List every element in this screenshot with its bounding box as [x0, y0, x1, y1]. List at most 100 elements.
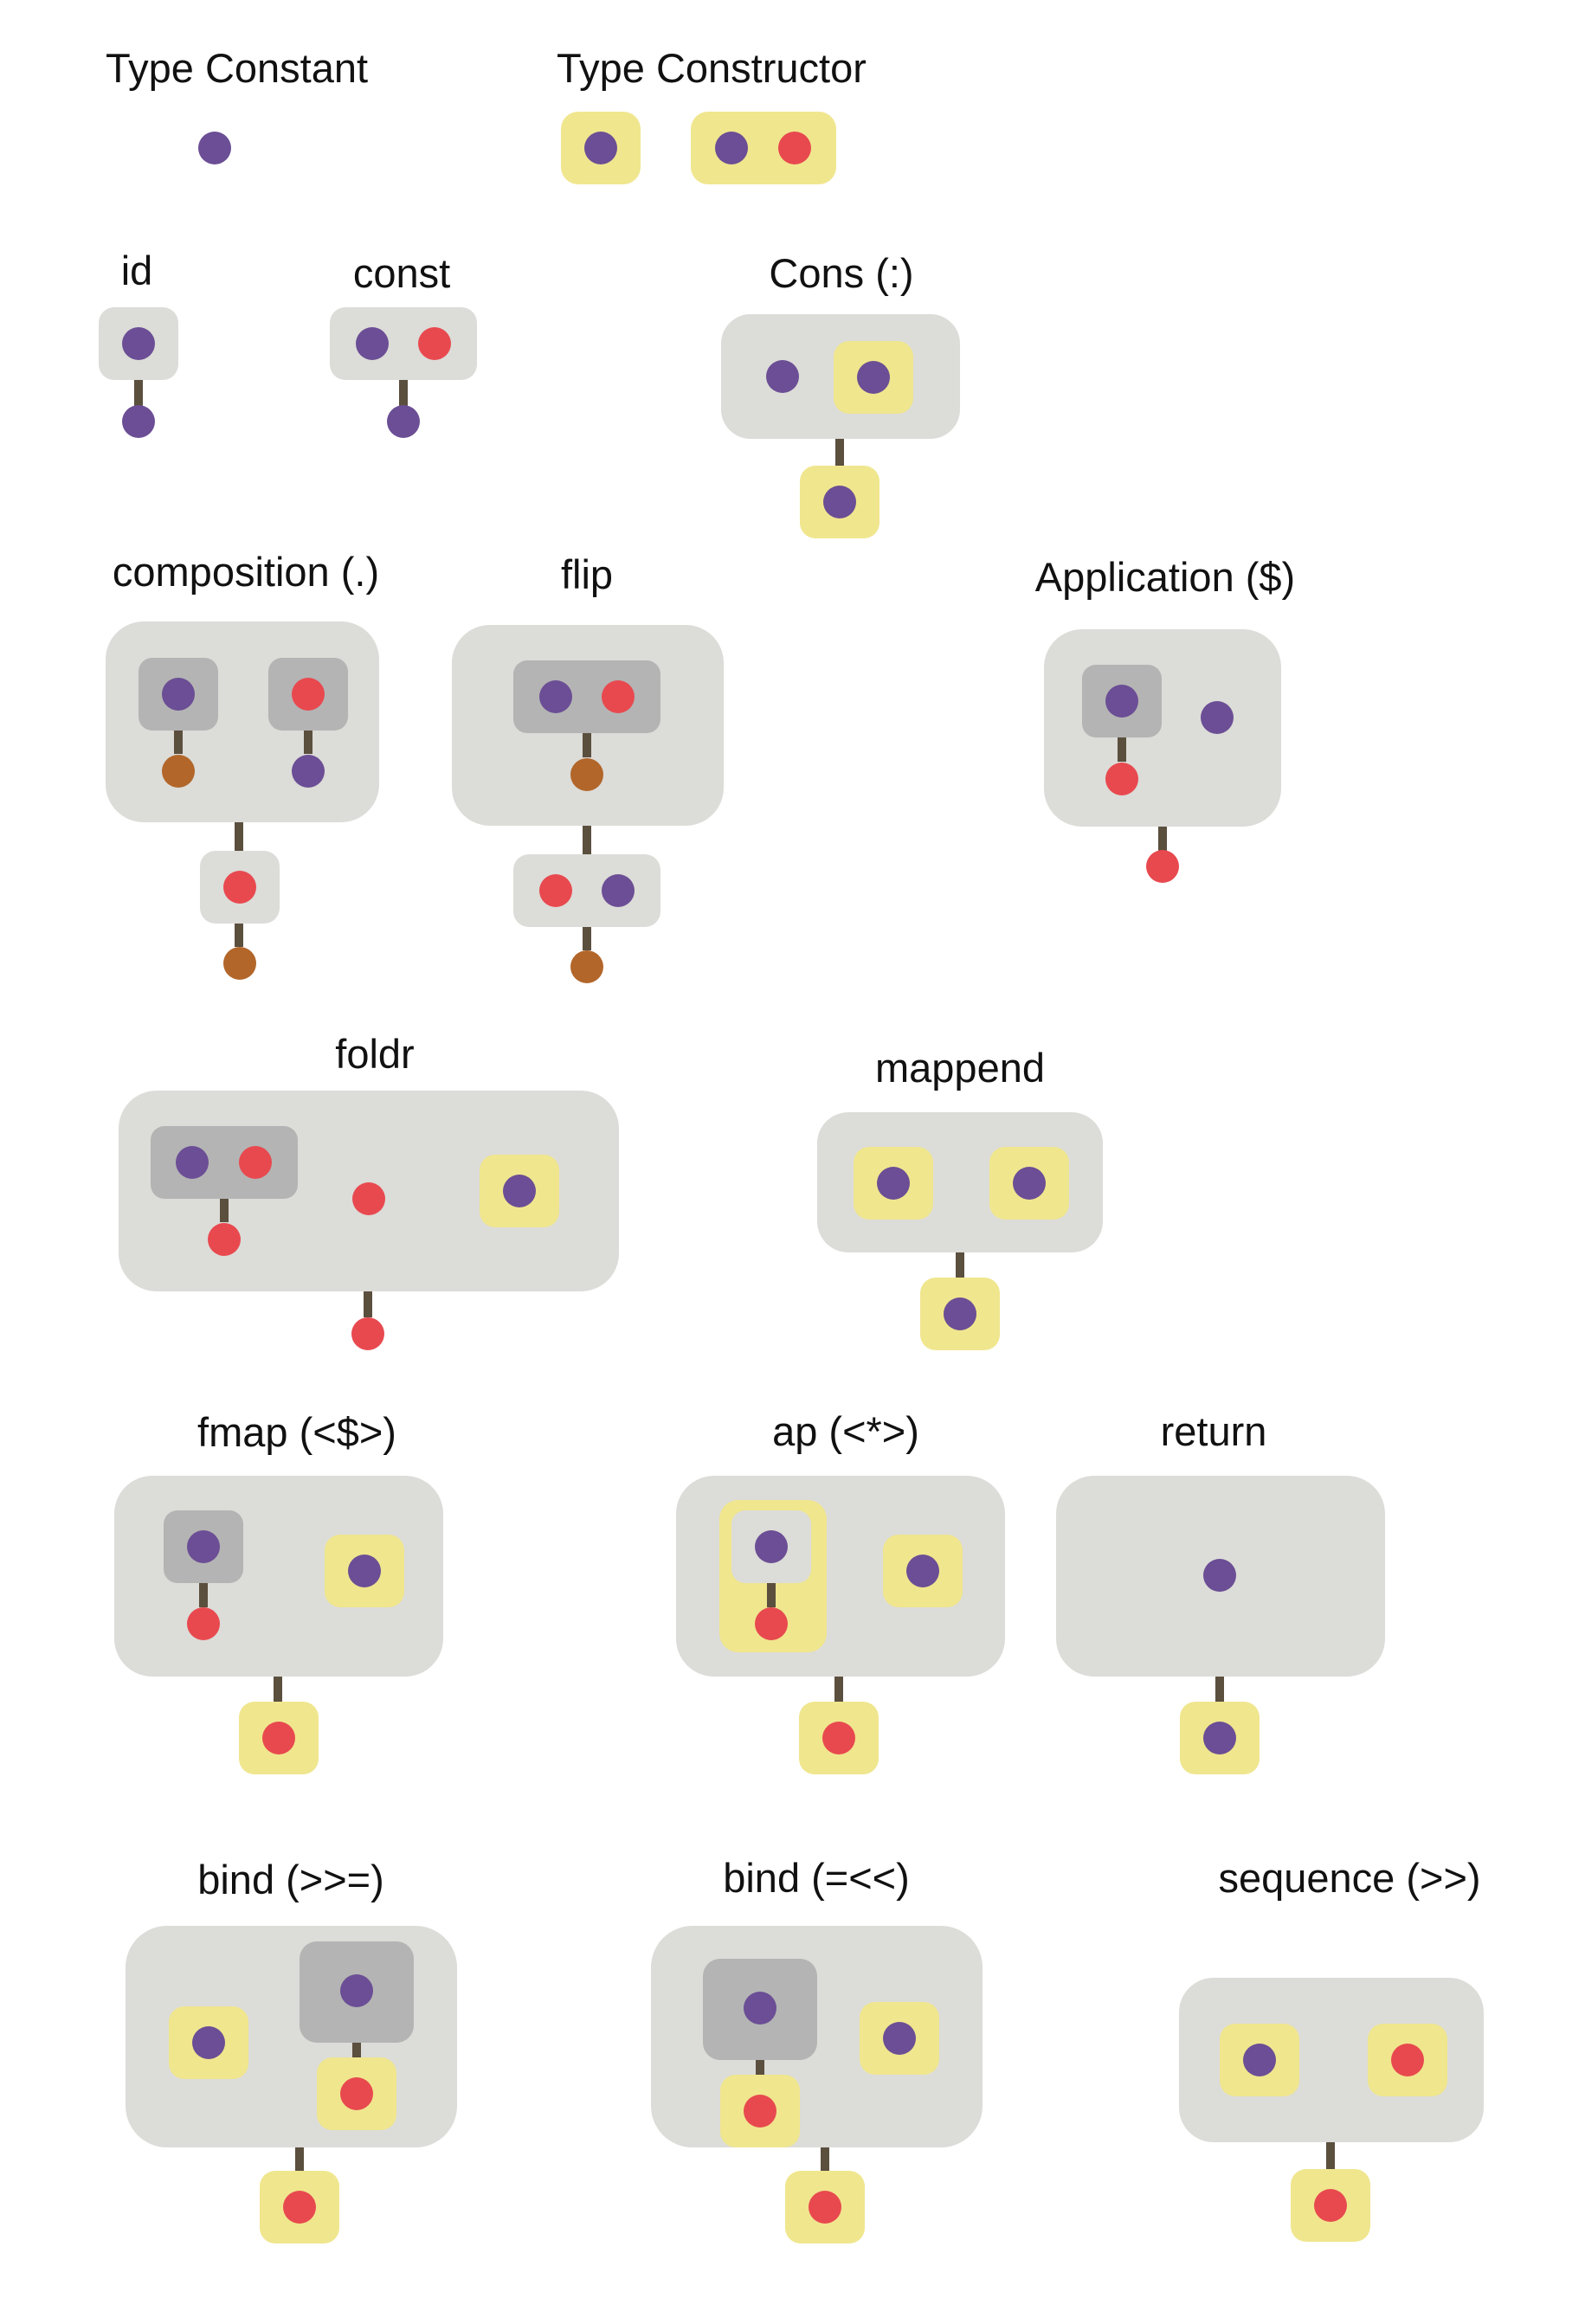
result-dot — [744, 2095, 776, 2128]
output-dot — [822, 1722, 855, 1754]
diagram-bind-right: bind (>>=) — [126, 1857, 457, 2244]
stem — [364, 1291, 372, 1317]
stem — [835, 439, 844, 467]
stem — [1326, 2142, 1335, 2169]
stem — [399, 380, 408, 406]
type-constant-dot — [198, 132, 231, 164]
input-dot — [1105, 685, 1138, 718]
diagram-foldr: foldr — [119, 1031, 619, 1350]
output-dot — [1146, 850, 1179, 883]
inner-function-box — [151, 1126, 298, 1199]
input-dot — [755, 1530, 788, 1563]
stem — [821, 2147, 829, 2171]
output-dot — [570, 950, 603, 983]
input-dot — [352, 1182, 385, 1215]
label-bind-left: bind (=<<) — [723, 1855, 910, 1901]
diagram-fmap: fmap (<$>) — [114, 1409, 443, 1774]
stem — [174, 731, 183, 754]
input-dot — [539, 680, 572, 713]
input-dot — [1013, 1167, 1046, 1200]
input-dot — [176, 1146, 209, 1179]
input-dot — [1201, 701, 1234, 734]
input-dot — [744, 1992, 776, 2025]
inner-function-box — [513, 660, 660, 733]
stem — [199, 1583, 208, 1607]
output-input-dot — [539, 874, 572, 907]
input-dot — [503, 1175, 536, 1207]
stem — [295, 2147, 304, 2171]
stem — [352, 2043, 361, 2057]
label-return: return — [1161, 1408, 1267, 1454]
label-type-constant: Type Constant — [106, 45, 368, 91]
output-dot — [351, 1317, 384, 1350]
result-dot — [340, 2077, 373, 2110]
result-dot — [292, 755, 325, 788]
diagram-return: return — [1056, 1408, 1385, 1774]
output-dot — [823, 486, 856, 518]
label-bind-right: bind (>>=) — [197, 1857, 384, 1902]
result-dot — [1105, 763, 1138, 795]
stem — [220, 1199, 229, 1222]
label-const: const — [353, 250, 450, 296]
function-box — [1044, 629, 1281, 827]
label-fmap: fmap (<$>) — [197, 1409, 396, 1455]
stem — [134, 380, 143, 406]
stem — [235, 924, 243, 947]
diagram-flip: flip — [452, 551, 724, 983]
diagram-composition: composition (.) — [106, 549, 379, 980]
output-function-box — [513, 854, 660, 927]
diagram-bind-left: bind (=<<) — [651, 1855, 983, 2244]
label-ap: ap (<*>) — [772, 1408, 919, 1454]
label-application: Application ($) — [1035, 554, 1295, 600]
input-dot — [239, 1146, 272, 1179]
diagram-sequence: sequence (>>) — [1179, 1855, 1484, 2242]
result-dot — [162, 755, 195, 788]
stem — [756, 2060, 764, 2075]
diagram-const: const — [330, 250, 477, 438]
output-dot — [1203, 1722, 1236, 1754]
output-dot — [223, 947, 256, 980]
input-dot — [877, 1167, 910, 1200]
output-input-dot — [223, 871, 256, 904]
legend-type-constructor: Type Constructor — [557, 45, 867, 184]
stem — [304, 731, 312, 754]
input-dot — [883, 2022, 916, 2055]
output-dot — [387, 405, 420, 438]
input-dot — [1391, 2044, 1424, 2076]
input-dot — [766, 360, 799, 393]
label-cons: Cons (:) — [769, 250, 913, 296]
output-input-dot — [602, 874, 635, 907]
stem — [956, 1252, 964, 1278]
output-dot — [944, 1297, 976, 1330]
diagram-cons: Cons (:) — [721, 250, 960, 538]
diagram-ap: ap (<*>) — [676, 1408, 1005, 1774]
constructor-arg-dot — [778, 132, 811, 164]
diagram-application: Application ($) — [1035, 554, 1295, 883]
constructor-box-double — [691, 112, 836, 184]
label-flip: flip — [561, 551, 613, 597]
input-dot — [122, 327, 155, 360]
stem — [1215, 1677, 1224, 1702]
input-dot — [348, 1555, 381, 1587]
stem — [767, 1583, 776, 1607]
constructor-arg-dot — [584, 132, 617, 164]
input-dot — [292, 678, 325, 711]
input-dot — [356, 327, 389, 360]
input-dot — [1203, 1559, 1236, 1592]
input-dot — [906, 1555, 939, 1587]
label-id: id — [121, 248, 153, 293]
function-box — [1179, 1978, 1484, 2142]
input-dot — [1243, 2044, 1276, 2076]
label-mappend: mappend — [875, 1045, 1045, 1091]
stem — [583, 733, 591, 757]
function-box — [330, 307, 477, 380]
diagram-id: id — [99, 248, 178, 438]
result-dot — [187, 1607, 220, 1640]
output-dot — [122, 405, 155, 438]
input-dot — [418, 327, 451, 360]
legend-type-constant: Type Constant — [106, 45, 368, 164]
input-dot — [187, 1530, 220, 1563]
stem — [1118, 737, 1126, 762]
input-dot — [602, 680, 635, 713]
diagram-mappend: mappend — [817, 1045, 1103, 1350]
